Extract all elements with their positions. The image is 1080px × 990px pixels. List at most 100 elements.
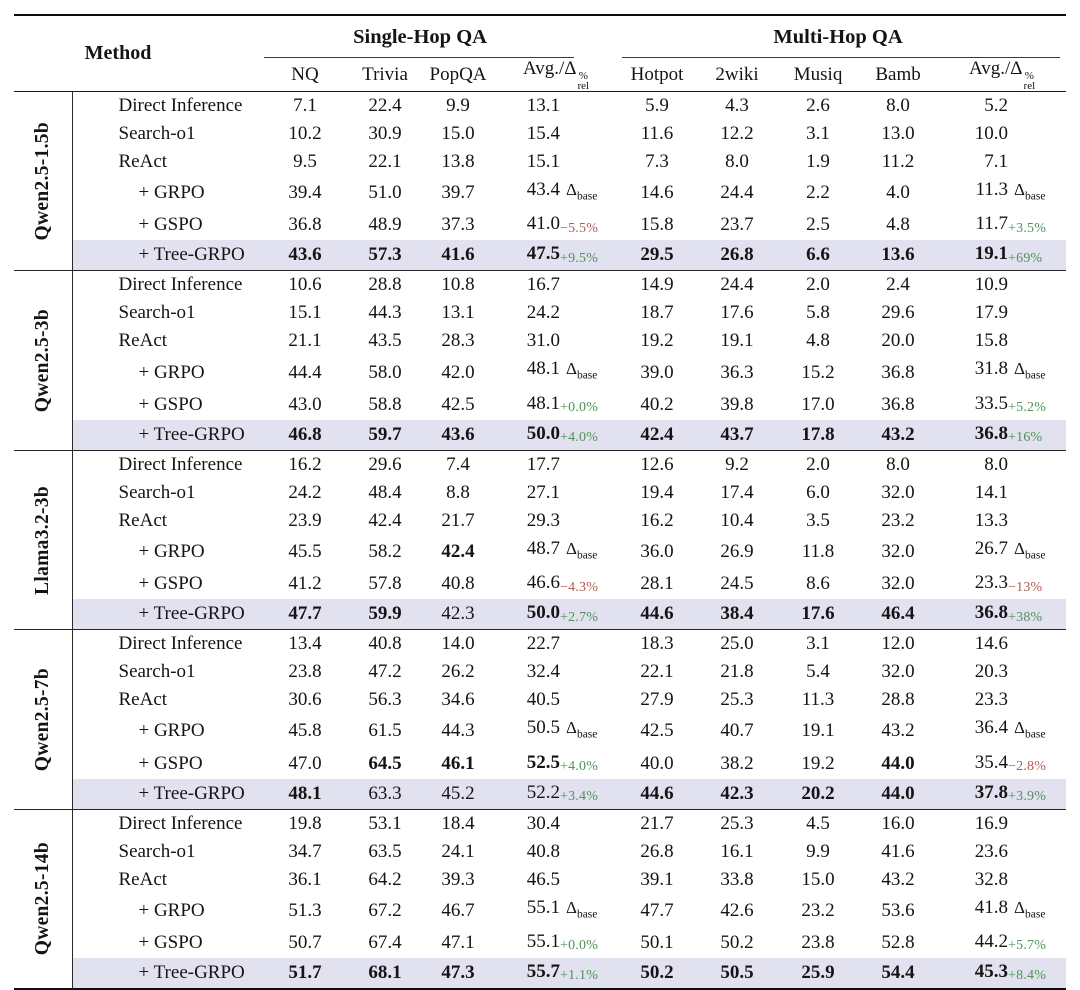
score-cell: 28.1	[618, 569, 696, 599]
delta-base-note: Δbase	[566, 538, 598, 562]
score-value: 43.2	[881, 720, 915, 742]
score-cell: 19.2	[618, 327, 696, 355]
table-row: + GRPO 45.5 58.2 42.4 48.7 Δbase 36.0 26.9 11.8 3…	[14, 535, 1066, 569]
method-cell: + GSPO	[138, 214, 203, 236]
score-cell: 51.0	[348, 176, 422, 210]
score-value: 58.8	[368, 393, 402, 415]
score-cell: 32.0	[858, 535, 938, 569]
score-value: 41.0	[526, 213, 561, 235]
score-cell: 24.1	[422, 838, 494, 866]
score-value: 16.9	[974, 812, 1009, 834]
score-cell: 40.0	[618, 749, 696, 779]
score-value: 50.1	[640, 931, 674, 953]
method-cell: Search-o1	[118, 840, 196, 862]
score-cell: 50.7	[262, 928, 348, 958]
score-value: 17.6	[720, 302, 754, 324]
score-value: 11.8	[801, 540, 835, 562]
score-value: 53.6	[881, 899, 915, 921]
score-cell: 24.5	[696, 569, 778, 599]
score-cell: 40.8	[348, 630, 422, 659]
score-cell: 26.9	[696, 535, 778, 569]
score-cell: 11.8	[778, 535, 858, 569]
score-cell: 36.8	[262, 210, 348, 240]
score-cell: 58.0	[348, 355, 422, 389]
delta-base-note: Δbase	[566, 180, 598, 203]
score-value: 25.9	[801, 961, 835, 983]
score-cell: 22.4	[348, 92, 422, 121]
score-cell: 2.2	[778, 176, 858, 210]
avg-cell-multi: 10.9	[938, 271, 1066, 300]
table-row: + GRPO 45.8 61.5 44.3 50.5 Δbase 42.5 40.7 19.1 4…	[14, 714, 1066, 748]
score-cell: 36.8	[858, 355, 938, 389]
score-value: 12.2	[720, 123, 754, 144]
score-cell: 17.6	[778, 599, 859, 630]
score-value: 12.6	[640, 453, 674, 475]
avg-cell-multi: 36.8 +16%	[938, 419, 1067, 451]
score-cell: 44.6	[618, 778, 697, 810]
score-value: 14.6	[974, 633, 1009, 655]
score-cell: 43.2	[858, 714, 938, 748]
avg-cell-multi: 11.7 +3.5%	[938, 210, 1066, 240]
score-cell: 20.2	[778, 778, 859, 810]
score-value: 15.2	[801, 361, 835, 383]
score-value: 17.8	[801, 423, 835, 445]
score-value: 14.6	[640, 182, 674, 204]
score-cell: 8.0	[696, 148, 778, 176]
score-value: 56.3	[368, 689, 402, 711]
score-value: 44.6	[640, 782, 674, 804]
score-value: 18.4	[441, 812, 475, 834]
score-value: 15.8	[974, 330, 1009, 352]
avg-cell-single: 48.1 Δbase	[494, 355, 618, 389]
score-value: 58.0	[368, 361, 402, 383]
score-cell: 42.5	[618, 714, 696, 748]
method-cell: + Tree-GRPO	[72, 240, 263, 271]
score-value: 64.2	[368, 868, 402, 890]
score-cell: 36.8	[858, 390, 938, 420]
avg-cell-single: 55.7 +1.1%	[494, 957, 619, 989]
score-cell: 13.6	[858, 240, 939, 271]
score-value: 4.0	[886, 182, 910, 204]
score-cell: 23.9	[262, 507, 348, 535]
score-value: 28.3	[441, 330, 475, 352]
score-value: 42.0	[441, 361, 475, 383]
score-value: 14.0	[441, 633, 475, 655]
score-value: 50.0	[526, 422, 561, 444]
avg-label: Avg./Δ	[968, 58, 1023, 79]
avg-cell-single: 31.0	[494, 327, 618, 355]
score-value: 39.7	[441, 182, 475, 204]
method-cell: + GRPO	[138, 182, 205, 204]
score-cell: 29.6	[348, 450, 422, 479]
score-value: 42.4	[640, 423, 674, 445]
score-cell: 36.3	[696, 355, 778, 389]
score-value: 36.0	[640, 540, 674, 562]
score-value: 45.8	[288, 720, 322, 742]
score-value: 28.1	[640, 573, 674, 595]
delta-symbol: Δ	[1014, 359, 1025, 379]
score-value: 24.2	[288, 481, 322, 503]
avg-cell-multi: 36.8 +38%	[938, 599, 1067, 630]
score-cell: 4.8	[858, 210, 938, 240]
relative-delta-note: +38%	[1008, 609, 1043, 625]
table-row: + GSPO 36.8 48.9 37.3 41.0 −5.5% 15.8 23.7 2.5 4.…	[14, 210, 1066, 240]
score-cell: 48.1	[262, 778, 349, 810]
score-cell: 58.2	[348, 535, 422, 569]
score-value: 43.6	[288, 244, 322, 266]
score-cell: 38.4	[696, 599, 779, 630]
score-value: 16.0	[881, 812, 915, 834]
score-value: 8.0	[886, 95, 910, 116]
table-row: Search-o1 15.1 44.3 13.1 24.2 18.7 17.6 5.8 29.6…	[14, 299, 1066, 327]
table-row: + GRPO 44.4 58.0 42.0 48.1 Δbase 39.0 36.3 15.2 3…	[14, 355, 1066, 389]
score-value: 18.7	[640, 302, 674, 324]
avg-cell-single: 46.6 −4.3%	[494, 569, 618, 599]
score-cell: 16.1	[696, 838, 778, 866]
score-value: 36.8	[288, 214, 322, 236]
score-value: 50.5	[720, 961, 754, 983]
method-cell: Search-o1	[118, 661, 196, 683]
score-value: 3.5	[806, 509, 830, 531]
score-value: 30.6	[288, 689, 322, 711]
model-name-cell: Qwen2.5-1.5b	[14, 91, 73, 271]
score-value: 17.6	[801, 603, 835, 625]
score-value: 43.6	[441, 423, 475, 445]
avg-cell-single: 50.0 +2.7%	[494, 599, 619, 630]
score-value: 5.4	[806, 661, 830, 683]
